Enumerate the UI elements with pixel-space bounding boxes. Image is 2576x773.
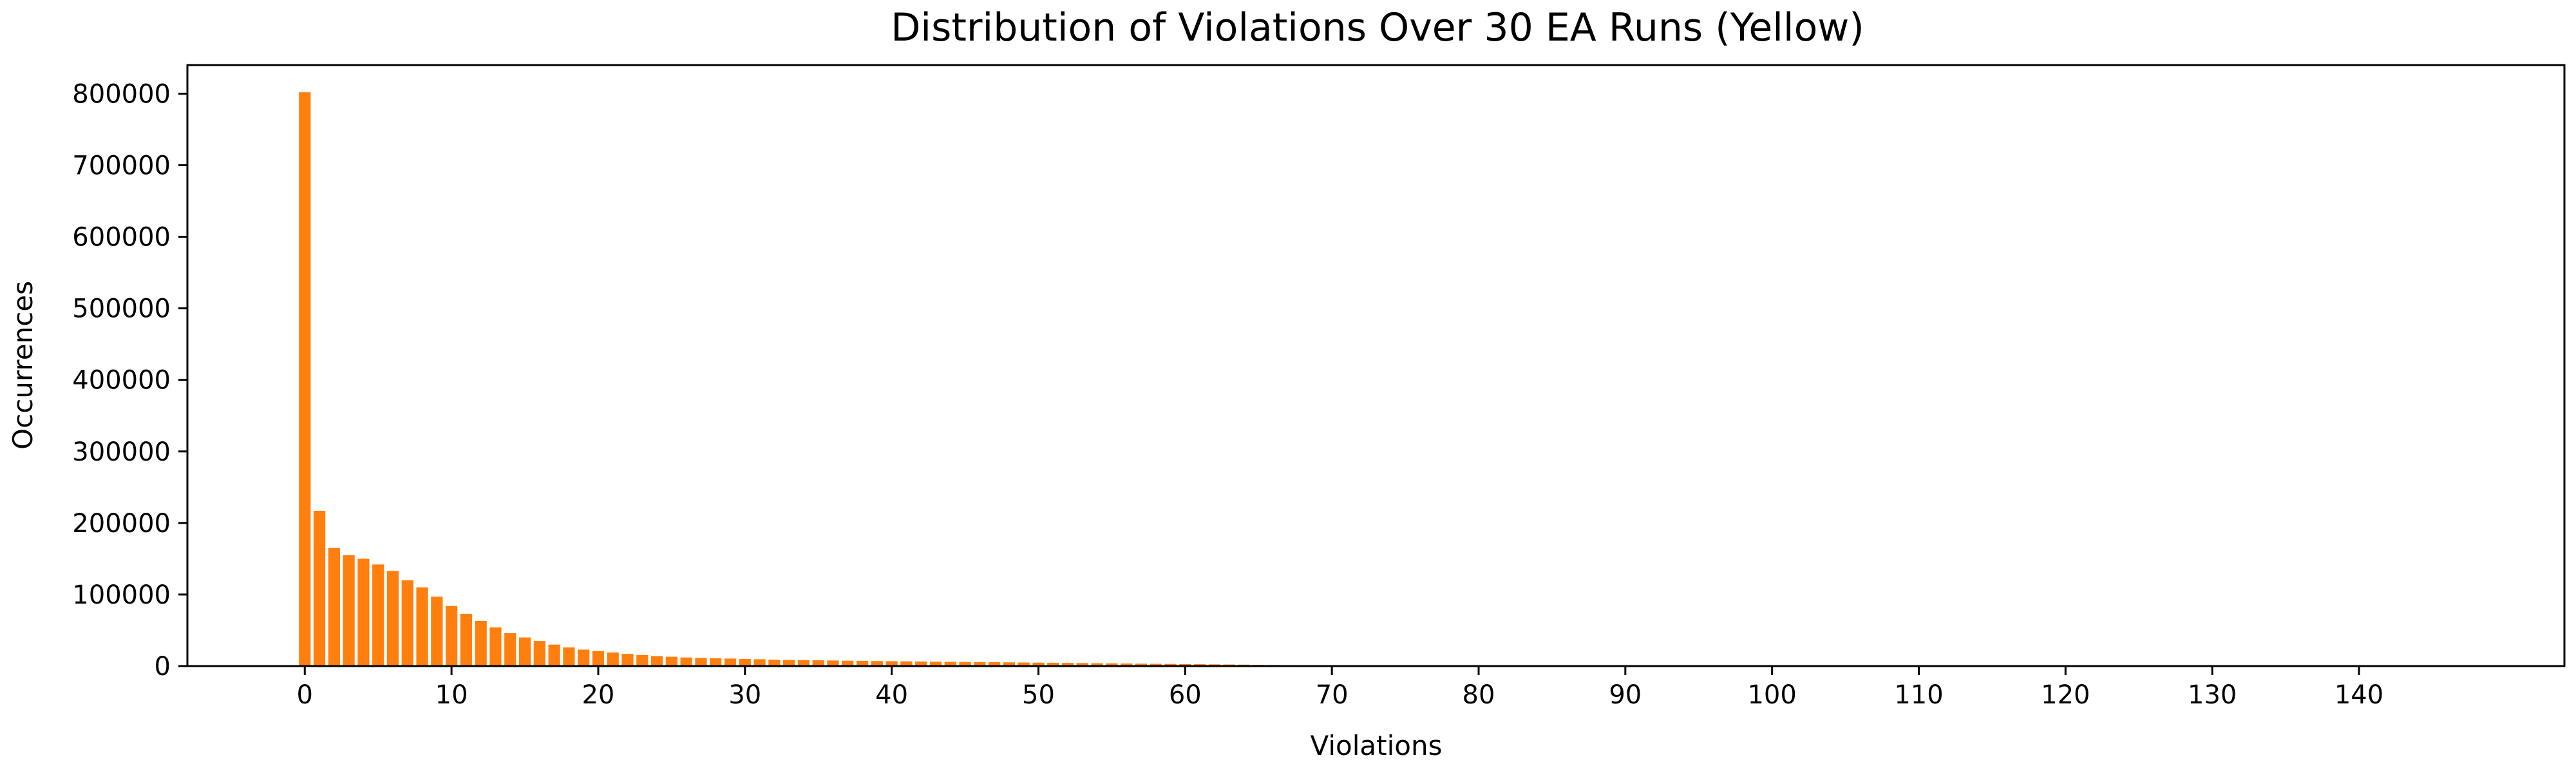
bar-13: [489, 627, 502, 666]
bar-39: [871, 661, 883, 666]
x-tick-label: 120: [2041, 680, 2090, 710]
bar-36: [827, 660, 839, 666]
bar-51: [1047, 662, 1059, 666]
chart-title: Distribution of Violations Over 30 EA Ru…: [891, 5, 1864, 50]
x-axis-label: Violations: [1311, 730, 1443, 761]
bar-59: [1164, 663, 1177, 666]
bar-35: [812, 660, 824, 666]
x-tick-label: 0: [297, 680, 313, 710]
bar-12: [475, 621, 487, 666]
y-tick-label: 300000: [72, 437, 171, 467]
bar-50: [1032, 662, 1045, 666]
bar-34: [797, 660, 810, 666]
bar-5: [372, 564, 384, 666]
bar-53: [1076, 663, 1088, 666]
bar-15: [518, 637, 531, 666]
bar-24: [650, 656, 663, 666]
bar-26: [680, 657, 692, 666]
x-tick-label: 20: [582, 680, 614, 710]
x-axis-ticks: 0 10 20 30 40 50 60 70 80 90 100 110 120 130 140: [297, 666, 2383, 710]
bar-38: [856, 661, 869, 666]
bar-57: [1135, 663, 1148, 666]
bar-58: [1150, 663, 1162, 666]
bar-0: [299, 92, 311, 666]
bar-7: [401, 580, 413, 666]
bar-29: [724, 658, 737, 666]
bar-40: [886, 661, 898, 666]
bar-20: [592, 651, 605, 666]
bar-44: [944, 662, 956, 666]
bar-10: [446, 606, 458, 666]
bar-55: [1106, 663, 1118, 666]
bar-56: [1121, 663, 1133, 666]
bar-42: [915, 661, 927, 666]
bar-60: [1179, 663, 1191, 666]
bar-16: [533, 641, 545, 667]
y-tick-label: 600000: [72, 223, 171, 253]
x-tick-label: 60: [1169, 680, 1202, 710]
bar-1: [313, 510, 326, 666]
bar-45: [959, 662, 971, 666]
x-tick-label: 110: [1894, 680, 1943, 710]
x-tick-label: 140: [2334, 680, 2383, 710]
x-tick-label: 30: [728, 680, 761, 710]
bar-18: [563, 647, 575, 666]
bar-21: [607, 652, 619, 666]
bar-25: [665, 656, 677, 666]
y-tick-label: 800000: [72, 79, 171, 109]
bar-11: [460, 613, 473, 666]
bar-22: [621, 654, 634, 666]
bar-47: [989, 662, 1001, 666]
bar-33: [783, 660, 795, 666]
bar-32: [768, 660, 781, 666]
y-tick-label: 400000: [72, 366, 171, 396]
bar-41: [900, 661, 913, 666]
bar-23: [636, 654, 649, 666]
bar-2: [328, 548, 340, 666]
x-tick-label: 130: [2188, 680, 2237, 710]
y-tick-label: 700000: [72, 151, 171, 181]
y-tick-label: 500000: [72, 294, 171, 324]
bar-19: [578, 649, 590, 666]
y-axis-label: Occurrences: [7, 281, 39, 450]
bar-31: [753, 659, 766, 666]
bar-54: [1091, 663, 1103, 666]
bar-49: [1018, 662, 1030, 666]
bar-52: [1061, 663, 1074, 666]
bar-37: [842, 660, 854, 666]
bar-43: [929, 662, 942, 666]
bar-9: [431, 596, 443, 666]
bar-27: [695, 658, 707, 666]
x-tick-label: 50: [1022, 680, 1055, 710]
bar-30: [739, 658, 751, 666]
x-tick-label: 40: [875, 680, 908, 710]
bar-17: [548, 644, 560, 666]
x-tick-label: 90: [1609, 680, 1642, 710]
plot-frame: [186, 64, 2566, 667]
bar-28: [710, 658, 722, 666]
y-tick-label: 0: [155, 652, 171, 682]
bar-8: [416, 587, 428, 666]
bar-14: [504, 633, 516, 666]
y-axis-ticks: 0 100000 200000 300000 400000 500000 600000 700…: [72, 79, 187, 682]
x-tick-label: 10: [435, 680, 468, 710]
bars-group: [299, 92, 1397, 667]
bar-48: [1003, 662, 1016, 666]
bar-3: [343, 555, 355, 666]
x-tick-label: 70: [1316, 680, 1349, 710]
y-tick-label: 100000: [72, 580, 171, 610]
x-tick-label: 80: [1463, 680, 1495, 710]
bar-4: [357, 558, 370, 666]
y-tick-label: 200000: [72, 509, 171, 539]
bar-6: [386, 571, 399, 666]
x-tick-label: 100: [1747, 680, 1796, 710]
bar-46: [974, 662, 986, 666]
